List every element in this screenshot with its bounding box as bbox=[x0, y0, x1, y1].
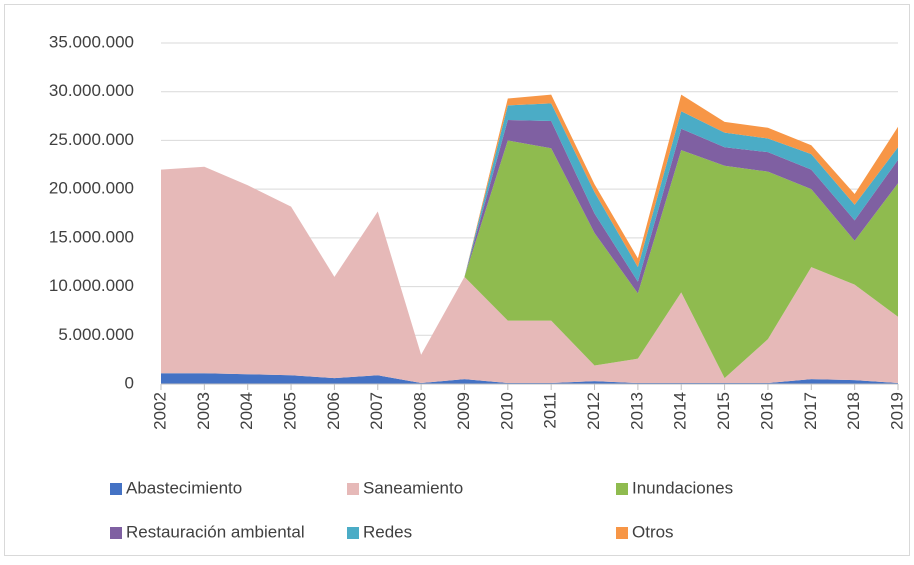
legend-label: Otros bbox=[632, 522, 674, 541]
x-tick-label: 2004 bbox=[237, 392, 256, 430]
y-tick-label: 30.000.000 bbox=[49, 81, 134, 100]
legend-label: Inundaciones bbox=[632, 478, 733, 497]
legend-swatch bbox=[110, 483, 122, 495]
x-tick-label: 2003 bbox=[194, 392, 213, 430]
y-tick-label: 20.000.000 bbox=[49, 179, 134, 198]
y-tick-label: 10.000.000 bbox=[49, 276, 134, 295]
x-tick-label: 2016 bbox=[757, 392, 776, 430]
x-tick-label: 2017 bbox=[801, 392, 820, 430]
x-tick-label: 2002 bbox=[150, 392, 169, 430]
area bbox=[161, 140, 898, 379]
legend-label: Abastecimiento bbox=[126, 478, 242, 497]
x-tick-label: 2012 bbox=[584, 392, 603, 430]
x-tick-label: 2006 bbox=[324, 392, 343, 430]
x-tick-label: 2005 bbox=[281, 392, 300, 430]
area bbox=[161, 373, 898, 384]
x-tick-label: 2011 bbox=[541, 392, 560, 429]
x-tick-label: 2019 bbox=[887, 392, 906, 430]
legend-label: Saneamiento bbox=[363, 478, 463, 497]
x-tick-label: 2008 bbox=[411, 392, 430, 430]
legend-swatch bbox=[347, 527, 359, 539]
legend-swatch bbox=[110, 527, 122, 539]
legend-swatch bbox=[616, 483, 628, 495]
x-tick-label: 2010 bbox=[497, 392, 516, 430]
x-tick-label: 2013 bbox=[627, 392, 646, 430]
legend-swatch bbox=[616, 527, 628, 539]
legend-swatch bbox=[347, 483, 359, 495]
y-tick-label: 5.000.000 bbox=[58, 325, 134, 344]
y-tick-label: 25.000.000 bbox=[49, 130, 134, 149]
area bbox=[161, 166, 898, 384]
legend-label: Restauración ambiental bbox=[126, 522, 305, 541]
legend-label: Redes bbox=[363, 522, 412, 541]
x-tick-label: 2014 bbox=[671, 392, 690, 430]
y-tick-label: 0 bbox=[125, 373, 134, 392]
y-tick-label: 35.000.000 bbox=[49, 32, 134, 51]
x-tick-label: 2009 bbox=[454, 392, 473, 430]
x-tick-label: 2007 bbox=[367, 392, 386, 430]
x-tick-label: 2015 bbox=[714, 392, 733, 430]
x-tick-label: 2018 bbox=[844, 392, 863, 430]
y-tick-label: 15.000.000 bbox=[49, 227, 134, 246]
